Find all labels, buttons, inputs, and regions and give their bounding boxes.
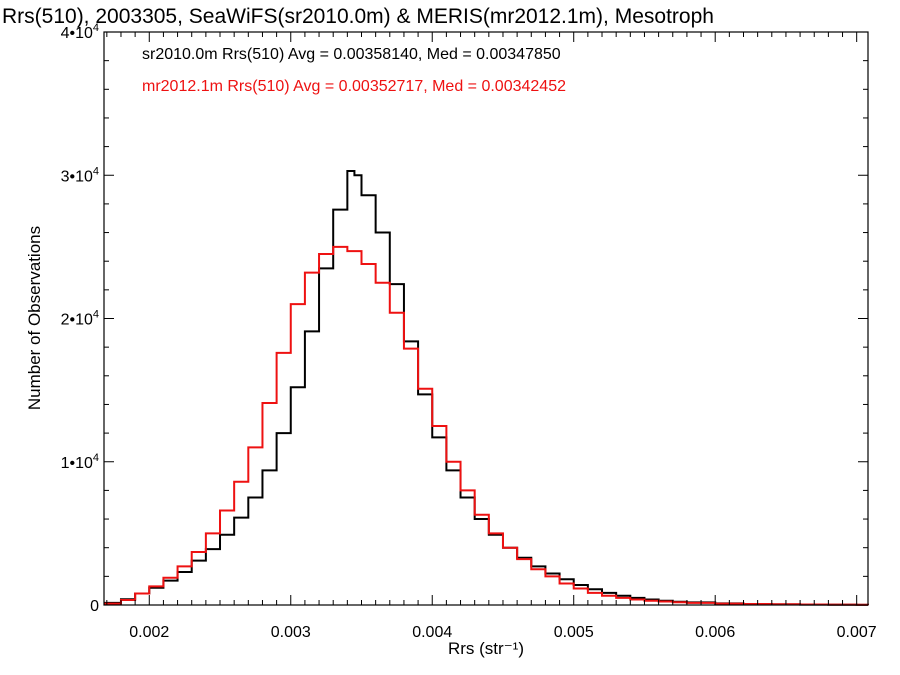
x-axis-label: Rrs (str⁻¹): [448, 639, 524, 658]
series-line-sr2010.0m: [104, 169, 869, 606]
x-tick-label: 0.005: [554, 624, 594, 641]
ticks-layer: [104, 31, 868, 606]
x-tick-label: 0.006: [695, 624, 735, 641]
y-tick-label: 1•104: [61, 452, 99, 472]
x-tick-label: 0.004: [412, 624, 452, 641]
y-tick-label: 2•104: [61, 309, 99, 329]
x-tick-label: 0.007: [837, 624, 877, 641]
tick-labels-layer: 0.002 0.003 0.004 0.005 0.006 0.007 0 1•104 2•10…: [61, 22, 877, 641]
legend-entry-sr2010: sr2010.0m Rrs(510) Avg = 0.00358140, Med…: [142, 46, 561, 63]
x-tick-label: 0.003: [271, 624, 311, 641]
chart-title: Rrs(510), 2003305, SeaWiFS(sr2010.0m) & …: [2, 5, 714, 28]
y-tick-label: 4•104: [61, 22, 99, 42]
series-line-mr2012.1m: [104, 245, 869, 606]
y-axis-label: Number of Observations: [25, 226, 44, 410]
x-tick-label: 0.002: [129, 624, 169, 641]
y-tick-label: 3•104: [61, 165, 99, 185]
series-layer: [104, 169, 869, 606]
legend-entry-mr2012: mr2012.1m Rrs(510) Avg = 0.00352717, Med…: [142, 78, 566, 95]
y-tick-label: 0: [90, 598, 99, 615]
